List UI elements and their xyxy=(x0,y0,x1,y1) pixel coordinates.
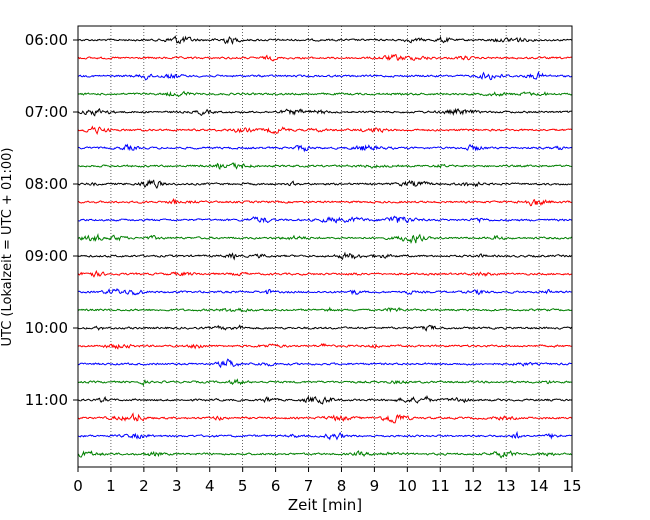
y-axis-ticks: 06:00 07:00 08:00 09:00 10:00 11:00 xyxy=(25,31,78,409)
x-tick-label: 4 xyxy=(205,477,215,495)
seismic-trace xyxy=(77,450,573,459)
seismic-trace xyxy=(77,287,573,296)
x-tick-label: 0 xyxy=(73,477,83,495)
seismic-trace xyxy=(77,412,573,424)
x-tick-label: 5 xyxy=(238,477,248,495)
seismic-trace xyxy=(77,125,573,135)
x-axis-label: Zeit [min] xyxy=(288,496,362,514)
x-axis-ticks: 0 1 2 3 4 5 6 7 8 9 10 11 12 13 14 15 xyxy=(73,467,582,495)
seismic-trace xyxy=(77,179,573,189)
seismic-trace xyxy=(77,306,573,313)
seismic-trace xyxy=(77,251,573,261)
seismic-trace xyxy=(78,162,573,171)
y-tick-label: 07:00 xyxy=(25,103,68,121)
y-tick-label: 06:00 xyxy=(25,31,68,49)
seismic-trace xyxy=(77,35,573,45)
y-axis-label: UTC (Lokalzeit = UTC + 01:00) xyxy=(0,148,15,347)
x-tick-label: 6 xyxy=(271,477,281,495)
x-tick-label: 8 xyxy=(337,477,347,495)
seismic-trace xyxy=(77,324,573,332)
seismic-trace xyxy=(77,107,573,117)
plot-frame xyxy=(77,25,573,468)
x-tick-label: 13 xyxy=(497,477,516,495)
x-tick-label: 14 xyxy=(530,477,549,495)
x-tick-label: 3 xyxy=(172,477,182,495)
seismic-trace xyxy=(77,233,573,245)
seismic-trace xyxy=(77,358,573,369)
seismic-trace xyxy=(77,90,573,98)
seismic-trace xyxy=(77,143,573,153)
seismic-trace xyxy=(77,343,573,350)
seismic-trace xyxy=(77,430,573,441)
seismic-traces xyxy=(77,35,573,459)
x-tick-label: 7 xyxy=(304,477,314,495)
seismic-trace xyxy=(77,53,573,62)
x-tick-label: 15 xyxy=(562,477,581,495)
seismic-trace xyxy=(77,378,573,387)
x-tick-label: 12 xyxy=(464,477,483,495)
y-tick-label: 08:00 xyxy=(25,175,68,193)
seismic-trace xyxy=(77,269,573,278)
y-tick-label: 09:00 xyxy=(25,247,68,265)
x-tick-label: 10 xyxy=(398,477,417,495)
x-tick-label: 9 xyxy=(370,477,380,495)
seismic-trace xyxy=(77,394,573,405)
x-tick-label: 1 xyxy=(106,477,116,495)
seismic-trace xyxy=(77,198,573,207)
y-tick-label: 11:00 xyxy=(25,391,68,409)
seismic-trace xyxy=(77,215,573,224)
x-tick-label: 11 xyxy=(431,477,450,495)
x-tick-label: 2 xyxy=(139,477,149,495)
seismic-trace xyxy=(77,70,573,81)
y-tick-label: 10:00 xyxy=(25,319,68,337)
